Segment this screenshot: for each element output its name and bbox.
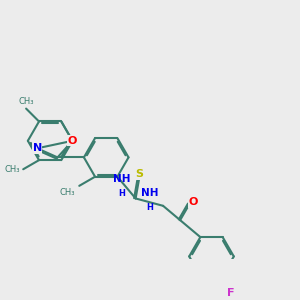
Text: CH₃: CH₃ [60, 188, 75, 197]
Text: S: S [135, 169, 143, 179]
Text: NH: NH [113, 173, 130, 184]
Text: H: H [146, 203, 153, 212]
Text: NH: NH [141, 188, 158, 198]
Text: CH₃: CH₃ [5, 165, 20, 174]
Text: O: O [189, 197, 198, 207]
Text: F: F [226, 288, 234, 298]
Text: N: N [32, 143, 42, 153]
Text: CH₃: CH₃ [18, 97, 34, 106]
Text: H: H [118, 189, 125, 198]
Text: O: O [68, 136, 77, 146]
